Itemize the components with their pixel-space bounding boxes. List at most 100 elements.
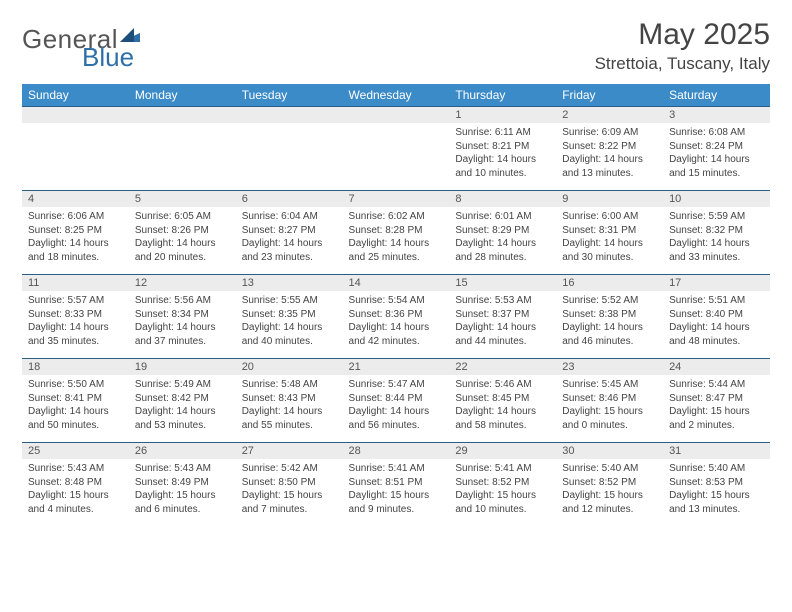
day-number-cell: 4	[22, 191, 129, 208]
logo-text-blue: Blue	[82, 42, 134, 73]
sunrise-text: Sunrise: 5:56 AM	[135, 294, 230, 308]
sunrise-text: Sunrise: 5:49 AM	[135, 378, 230, 392]
sunrise-text: Sunrise: 5:46 AM	[455, 378, 550, 392]
day-detail-cell: Sunrise: 6:04 AMSunset: 8:27 PMDaylight:…	[236, 207, 343, 275]
day-detail-cell: Sunrise: 5:40 AMSunset: 8:53 PMDaylight:…	[663, 459, 770, 526]
sunset-text: Sunset: 8:35 PM	[242, 308, 337, 322]
day-number-cell: 22	[449, 359, 556, 376]
sunrise-text: Sunrise: 5:59 AM	[669, 210, 764, 224]
day-number-cell: 26	[129, 443, 236, 460]
daylight-text: Daylight: 14 hours and 48 minutes.	[669, 321, 764, 348]
daylight-text: Daylight: 14 hours and 25 minutes.	[349, 237, 444, 264]
sunrise-text: Sunrise: 5:40 AM	[562, 462, 657, 476]
day-detail-cell: Sunrise: 6:08 AMSunset: 8:24 PMDaylight:…	[663, 123, 770, 191]
sunset-text: Sunset: 8:47 PM	[669, 392, 764, 406]
day-number-cell: 9	[556, 191, 663, 208]
daynum-row: 45678910	[22, 191, 770, 208]
sunset-text: Sunset: 8:42 PM	[135, 392, 230, 406]
day-detail-cell: Sunrise: 5:41 AMSunset: 8:51 PMDaylight:…	[343, 459, 450, 526]
sunrise-text: Sunrise: 5:48 AM	[242, 378, 337, 392]
location-text: Strettoia, Tuscany, Italy	[595, 54, 770, 74]
sunrise-text: Sunrise: 6:06 AM	[28, 210, 123, 224]
day-detail-cell: Sunrise: 5:57 AMSunset: 8:33 PMDaylight:…	[22, 291, 129, 359]
sunrise-text: Sunrise: 6:11 AM	[455, 126, 550, 140]
daylight-text: Daylight: 14 hours and 33 minutes.	[669, 237, 764, 264]
sunset-text: Sunset: 8:43 PM	[242, 392, 337, 406]
daylight-text: Daylight: 15 hours and 0 minutes.	[562, 405, 657, 432]
sunrise-text: Sunrise: 5:57 AM	[28, 294, 123, 308]
daylight-text: Daylight: 15 hours and 9 minutes.	[349, 489, 444, 516]
sunrise-text: Sunrise: 6:01 AM	[455, 210, 550, 224]
daynum-row: 123	[22, 107, 770, 124]
daylight-text: Daylight: 14 hours and 56 minutes.	[349, 405, 444, 432]
weekday-header: Tuesday	[236, 84, 343, 107]
sunrise-text: Sunrise: 5:41 AM	[455, 462, 550, 476]
day-number-cell	[343, 107, 450, 124]
day-number-cell: 31	[663, 443, 770, 460]
weekday-header: Friday	[556, 84, 663, 107]
day-number-cell: 16	[556, 275, 663, 292]
day-number-cell: 2	[556, 107, 663, 124]
day-detail-cell: Sunrise: 6:01 AMSunset: 8:29 PMDaylight:…	[449, 207, 556, 275]
day-detail-cell: Sunrise: 5:56 AMSunset: 8:34 PMDaylight:…	[129, 291, 236, 359]
sunset-text: Sunset: 8:45 PM	[455, 392, 550, 406]
sunset-text: Sunset: 8:53 PM	[669, 476, 764, 490]
day-detail-cell: Sunrise: 6:02 AMSunset: 8:28 PMDaylight:…	[343, 207, 450, 275]
day-detail-cell: Sunrise: 6:00 AMSunset: 8:31 PMDaylight:…	[556, 207, 663, 275]
weekday-header: Sunday	[22, 84, 129, 107]
sunset-text: Sunset: 8:34 PM	[135, 308, 230, 322]
day-number-cell: 17	[663, 275, 770, 292]
sunset-text: Sunset: 8:51 PM	[349, 476, 444, 490]
day-number-cell: 5	[129, 191, 236, 208]
detail-row: Sunrise: 5:43 AMSunset: 8:48 PMDaylight:…	[22, 459, 770, 526]
day-detail-cell: Sunrise: 5:46 AMSunset: 8:45 PMDaylight:…	[449, 375, 556, 443]
day-detail-cell: Sunrise: 5:43 AMSunset: 8:49 PMDaylight:…	[129, 459, 236, 526]
sunset-text: Sunset: 8:32 PM	[669, 224, 764, 238]
daylight-text: Daylight: 14 hours and 37 minutes.	[135, 321, 230, 348]
detail-row: Sunrise: 5:50 AMSunset: 8:41 PMDaylight:…	[22, 375, 770, 443]
sunrise-text: Sunrise: 5:41 AM	[349, 462, 444, 476]
day-number-cell	[129, 107, 236, 124]
weekday-header: Thursday	[449, 84, 556, 107]
day-number-cell	[22, 107, 129, 124]
day-detail-cell	[129, 123, 236, 191]
daylight-text: Daylight: 15 hours and 12 minutes.	[562, 489, 657, 516]
daylight-text: Daylight: 14 hours and 40 minutes.	[242, 321, 337, 348]
day-number-cell	[236, 107, 343, 124]
day-detail-cell	[236, 123, 343, 191]
sunrise-text: Sunrise: 5:54 AM	[349, 294, 444, 308]
sunset-text: Sunset: 8:38 PM	[562, 308, 657, 322]
daylight-text: Daylight: 14 hours and 30 minutes.	[562, 237, 657, 264]
header: General May 2025 Strettoia, Tuscany, Ita…	[22, 18, 770, 74]
day-detail-cell: Sunrise: 5:50 AMSunset: 8:41 PMDaylight:…	[22, 375, 129, 443]
day-detail-cell: Sunrise: 6:09 AMSunset: 8:22 PMDaylight:…	[556, 123, 663, 191]
sunset-text: Sunset: 8:46 PM	[562, 392, 657, 406]
weekday-header: Monday	[129, 84, 236, 107]
weekday-header: Saturday	[663, 84, 770, 107]
day-detail-cell: Sunrise: 5:45 AMSunset: 8:46 PMDaylight:…	[556, 375, 663, 443]
sunrise-text: Sunrise: 5:55 AM	[242, 294, 337, 308]
day-number-cell: 8	[449, 191, 556, 208]
day-detail-cell: Sunrise: 5:48 AMSunset: 8:43 PMDaylight:…	[236, 375, 343, 443]
sunset-text: Sunset: 8:24 PM	[669, 140, 764, 154]
day-number-cell: 3	[663, 107, 770, 124]
month-title: May 2025	[595, 18, 770, 52]
day-detail-cell: Sunrise: 5:49 AMSunset: 8:42 PMDaylight:…	[129, 375, 236, 443]
day-number-cell: 10	[663, 191, 770, 208]
daylight-text: Daylight: 14 hours and 44 minutes.	[455, 321, 550, 348]
day-number-cell: 11	[22, 275, 129, 292]
sunrise-text: Sunrise: 6:00 AM	[562, 210, 657, 224]
day-number-cell: 18	[22, 359, 129, 376]
daylight-text: Daylight: 15 hours and 7 minutes.	[242, 489, 337, 516]
daylight-text: Daylight: 14 hours and 23 minutes.	[242, 237, 337, 264]
day-number-cell: 6	[236, 191, 343, 208]
sunset-text: Sunset: 8:37 PM	[455, 308, 550, 322]
daylight-text: Daylight: 15 hours and 10 minutes.	[455, 489, 550, 516]
day-detail-cell: Sunrise: 5:44 AMSunset: 8:47 PMDaylight:…	[663, 375, 770, 443]
day-number-cell: 19	[129, 359, 236, 376]
calendar-table: Sunday Monday Tuesday Wednesday Thursday…	[22, 84, 770, 526]
daynum-row: 25262728293031	[22, 443, 770, 460]
title-block: May 2025 Strettoia, Tuscany, Italy	[595, 18, 770, 74]
sunset-text: Sunset: 8:26 PM	[135, 224, 230, 238]
day-detail-cell: Sunrise: 5:41 AMSunset: 8:52 PMDaylight:…	[449, 459, 556, 526]
